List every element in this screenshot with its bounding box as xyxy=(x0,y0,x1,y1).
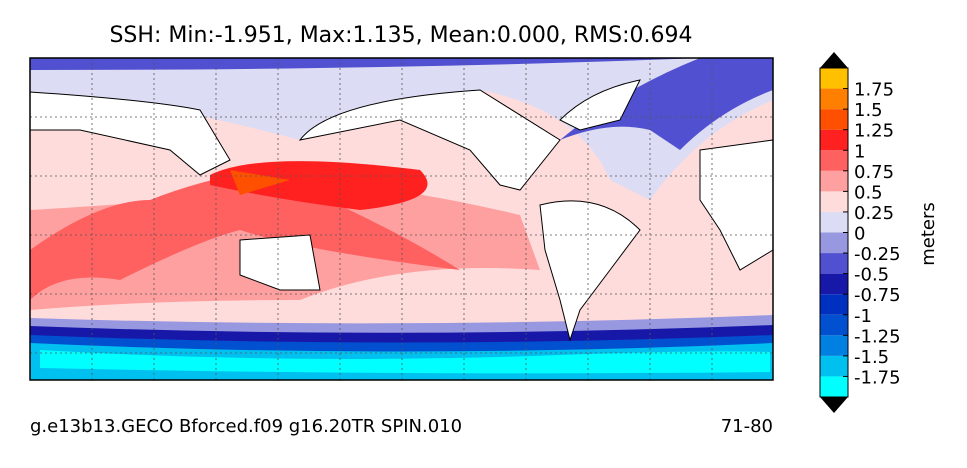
map xyxy=(29,57,774,381)
greenland xyxy=(559,79,641,131)
land xyxy=(29,79,774,342)
colorbar-segment xyxy=(820,170,848,192)
graticule xyxy=(30,58,773,380)
colorbar-extend-top xyxy=(820,52,848,68)
colorbar-segment xyxy=(820,109,848,130)
asia xyxy=(29,91,231,176)
colorbar-tick-label: 1.25 xyxy=(854,121,894,142)
contour xyxy=(40,350,770,374)
colorbar-segment xyxy=(820,314,848,336)
colorbar-segment xyxy=(820,191,848,212)
colorbar-tick-label: -1.75 xyxy=(854,367,901,388)
colorbar-segment xyxy=(820,150,848,171)
colorbar-segment xyxy=(820,232,848,254)
colorbar-segment xyxy=(820,211,848,233)
australia xyxy=(239,234,321,291)
colorbar-tick-label: 0.75 xyxy=(854,162,894,183)
colorbar-segment xyxy=(820,273,848,295)
colorbar-segment xyxy=(820,88,848,110)
colorbar-segment xyxy=(820,376,848,397)
title: SSH: Min:-1.951, Max:1.135, Mean:0.000, … xyxy=(109,23,692,48)
contour xyxy=(30,170,460,300)
colorbar-segment xyxy=(820,355,848,377)
colorbar-tick-label: 1.75 xyxy=(854,80,894,101)
footer-right: 71-80 xyxy=(721,416,773,437)
colorbar-tick-label: 0.25 xyxy=(854,203,894,224)
north-america xyxy=(298,89,561,191)
colorbar-tick-label: -1.25 xyxy=(854,326,901,347)
colorbar-segment xyxy=(820,294,848,315)
colorbar-extend-bottom xyxy=(820,397,848,413)
colorbar-tick-label: -1 xyxy=(854,306,872,327)
colorbar-segment xyxy=(820,253,848,274)
contour xyxy=(210,161,428,210)
colorbar-segment xyxy=(820,129,848,151)
colorbar-segment xyxy=(820,68,848,89)
colorbar-tick-label: 0.5 xyxy=(854,182,883,203)
colorbar-tick-label: -0.5 xyxy=(854,265,889,286)
colorbar-tick-label: -0.75 xyxy=(854,285,901,306)
colorbar-tick-label: -0.25 xyxy=(854,244,901,265)
colorbar-segment xyxy=(820,335,848,356)
colorbar-tick-label: -1.5 xyxy=(854,347,889,368)
colorbar-label: meters xyxy=(918,202,939,266)
map-frame xyxy=(29,57,774,381)
south-america xyxy=(539,200,641,342)
colorbar-tick-label: 0 xyxy=(854,224,865,245)
footer-left: g.e13b13.GECO Bforced.f09 g16.20TR SPIN.… xyxy=(30,416,462,437)
colorbar-tick-label: 1 xyxy=(854,141,865,162)
colorbar-tick-label: 1.5 xyxy=(854,100,883,121)
colorbar: 1.751.51.2510.750.50.250-0.25-0.5-0.75-1… xyxy=(819,52,901,413)
